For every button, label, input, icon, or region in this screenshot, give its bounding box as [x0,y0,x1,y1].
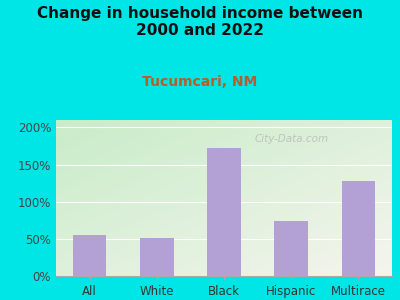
Bar [73,235,106,276]
Bar [207,148,241,276]
Text: Change in household income between
2000 and 2022: Change in household income between 2000 … [37,6,363,38]
Bar [140,238,174,276]
Text: City-Data.com: City-Data.com [254,134,328,144]
Bar [342,181,375,276]
Text: Tucumcari, NM: Tucumcari, NM [142,75,258,89]
Bar [274,221,308,276]
